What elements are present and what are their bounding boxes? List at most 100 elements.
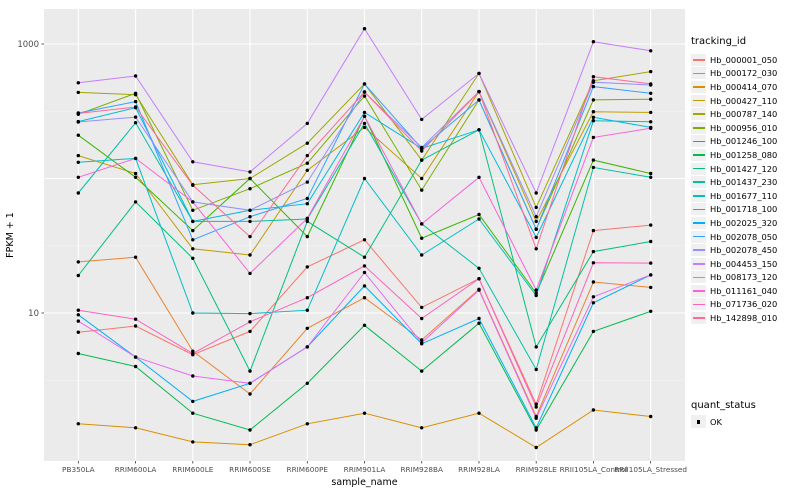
data-point <box>477 212 481 217</box>
x-tick-label: RRIM600LA <box>115 465 157 474</box>
legend-label: Hb_002078_050 <box>710 231 778 242</box>
x-tick-label: RRII105LA_Stressed <box>614 465 687 474</box>
data-point <box>76 160 81 164</box>
data-point <box>362 114 367 119</box>
data-point <box>477 98 481 102</box>
data-point <box>76 313 81 317</box>
data-point <box>534 288 538 292</box>
legend-key-icon <box>691 162 706 175</box>
data-point <box>76 133 81 137</box>
data-point <box>133 171 138 176</box>
data-point <box>76 153 81 158</box>
data-point <box>477 316 481 321</box>
data-point <box>591 280 596 284</box>
x-axis-title: sample_name <box>331 477 397 488</box>
data-point <box>191 440 195 444</box>
data-point <box>248 381 252 385</box>
data-point <box>248 215 252 219</box>
data-point <box>305 180 309 184</box>
legend-item-Hb_000001_050: Hb_000001_050 <box>691 53 799 67</box>
data-point <box>477 71 481 76</box>
point-icon <box>696 420 701 424</box>
data-point <box>133 355 138 359</box>
data-point <box>649 261 653 265</box>
legend-label: Hb_001437_230 <box>710 177 778 188</box>
legend-label: Hb_000956_010 <box>710 122 778 133</box>
data-point <box>362 90 367 94</box>
legend-label: Hb_000001_050 <box>710 54 778 65</box>
data-point <box>420 222 424 226</box>
data-point <box>649 120 653 124</box>
data-point <box>649 175 653 179</box>
legend-key-icon <box>691 94 706 107</box>
y-tick-label: 1000 <box>17 40 39 50</box>
data-point <box>534 235 538 240</box>
data-point <box>362 121 367 126</box>
data-point <box>362 125 367 130</box>
data-point <box>191 374 195 378</box>
data-point <box>420 176 424 181</box>
data-point <box>191 411 195 415</box>
x-tick-label: RRIM928LA <box>458 465 500 474</box>
legend-line-swatch <box>692 59 705 61</box>
data-point <box>248 234 252 239</box>
data-point <box>133 200 138 204</box>
data-point <box>649 285 653 290</box>
data-point <box>477 288 481 292</box>
data-point <box>534 227 538 231</box>
data-point <box>420 188 424 192</box>
data-point <box>649 69 653 74</box>
data-point <box>191 247 195 251</box>
data-point <box>534 416 538 420</box>
x-tick-label: RRIM928BA <box>400 465 443 474</box>
data-point <box>591 115 596 120</box>
data-point <box>477 217 481 221</box>
legend-item-Hb_000787_140: Hb_000787_140 <box>691 107 799 121</box>
data-point <box>191 200 195 204</box>
data-point <box>420 341 424 345</box>
data-point <box>76 120 81 124</box>
legend-line-swatch <box>692 113 705 115</box>
data-point <box>477 411 481 415</box>
data-point <box>76 260 81 264</box>
legend-label: Hb_004453_150 <box>710 258 778 269</box>
legend-label: Hb_000172_030 <box>710 68 778 79</box>
data-point <box>591 80 596 84</box>
legend-item-Hb_002078_450: Hb_002078_450 <box>691 243 799 257</box>
data-point <box>133 175 138 179</box>
legend-item-Hb_002078_050: Hb_002078_050 <box>691 230 799 244</box>
data-point <box>305 141 309 145</box>
data-point <box>305 296 309 300</box>
legend-item-Hb_001258_080: Hb_001258_080 <box>691 148 799 162</box>
data-point <box>305 422 309 426</box>
data-point <box>420 369 424 373</box>
data-point <box>591 110 596 114</box>
data-point <box>649 97 653 101</box>
data-point <box>305 202 309 206</box>
legend-label: Hb_000787_140 <box>710 109 778 120</box>
legend-key-icon <box>691 284 706 297</box>
x-tick-label: RRIM928LE <box>516 465 558 474</box>
data-point <box>305 219 309 224</box>
legend-line-swatch <box>692 167 705 170</box>
data-point <box>534 426 538 430</box>
data-point <box>305 326 309 330</box>
x-tick-label: RRIM600PE <box>287 465 329 474</box>
data-point <box>534 247 538 251</box>
legend-line-swatch <box>692 194 705 197</box>
data-point <box>591 301 596 305</box>
data-point <box>362 238 367 242</box>
data-point <box>362 284 367 288</box>
data-point <box>591 228 596 233</box>
legend-label: Hb_001258_080 <box>710 149 778 160</box>
legend-line-swatch <box>692 126 705 129</box>
legend-item-Hb_001718_100: Hb_001718_100 <box>691 203 799 217</box>
data-point <box>591 40 596 44</box>
legend-label: Hb_001718_100 <box>710 204 778 215</box>
legend-line-swatch <box>692 303 705 306</box>
data-point <box>76 273 81 278</box>
legend-key-icon <box>691 312 706 325</box>
legend-key-icon <box>691 203 706 216</box>
legend-item-Hb_001437_230: Hb_001437_230 <box>691 175 799 189</box>
